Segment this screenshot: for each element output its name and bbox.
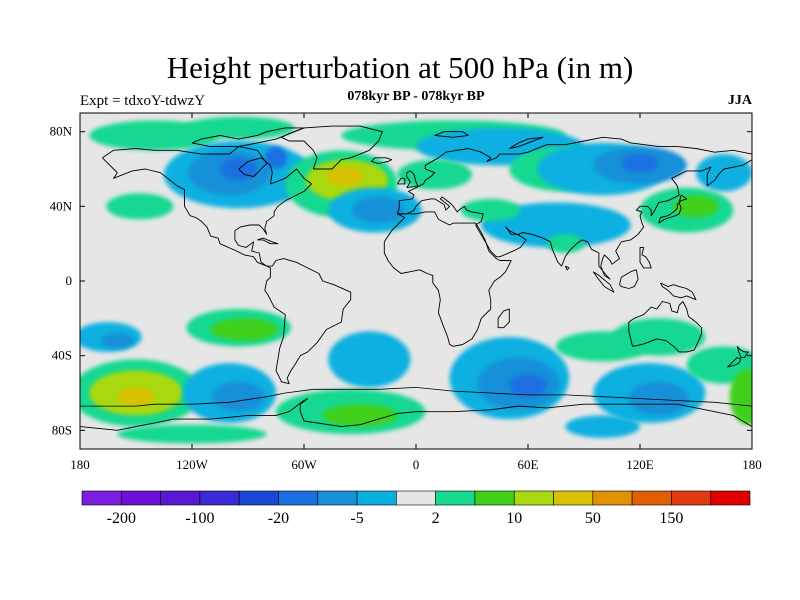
map-plot-area [79,112,753,450]
coastline [102,146,352,385]
colorbar-label: 50 [585,510,601,527]
colorbar-label: -20 [268,510,289,527]
colorbar-box [81,490,122,506]
field-india-green [546,234,584,254]
field-hudson-dark [264,146,288,169]
colorbar-box [513,490,554,506]
field-antarctic-cyan [565,415,641,438]
coastline [434,131,469,138]
coastline [383,211,512,347]
coastline [660,282,697,301]
coastline [658,194,688,224]
lon-tick-label: 180 [70,457,90,472]
coastline [396,177,406,185]
field-europe-blue [352,197,405,224]
season-label: JJA [727,93,752,108]
coastline [191,127,305,148]
colorbar-box [396,490,436,506]
field-s-indian-dark [509,374,547,397]
coastline [619,269,639,289]
lon-tick-label: 180 [742,457,762,472]
field-atlantic-yellow [326,167,364,186]
field-s-atlantic-lime [322,404,398,427]
colorbar-box [631,490,672,506]
sea-ice-edge [80,386,752,407]
lon-tick-label: 60E [518,457,539,472]
lon-tick-label: 120E [626,457,654,472]
field-s-pacific-yellow [117,387,155,407]
field-arctic-green-2 [182,116,295,140]
field-s-atlantic-cyan [328,331,411,388]
coastline [370,157,393,164]
experiment-label: Expt = tdxoY-tdwzY [80,93,206,109]
field-australia-green [612,318,706,356]
lat-tick-label: 80S [52,422,72,437]
field-midasia-green [460,198,521,222]
colorbar-box [671,490,712,506]
field-s-pacific-blue [212,381,265,412]
colorbar-box [553,490,594,506]
field-se-pacific-lime [210,318,278,341]
colorbar-box [199,490,240,506]
colorbar-label: 10 [506,510,522,527]
page-title: Height perturbation at 500 hPa (in m) [166,50,634,85]
lat-tick-label: 0 [66,273,73,288]
field-sc-pacific-blue [100,333,135,349]
coastline [497,308,510,329]
field-southern-lime-e [729,368,752,425]
colorbar-label: 2 [432,510,440,527]
coastline [592,271,615,293]
lon-tick-label: 60W [291,457,317,472]
colorbar-box [160,490,201,506]
height-field-layer [80,116,752,444]
coastline [396,136,752,280]
coastline [639,246,652,269]
lon-tick-label: 0 [413,457,420,472]
colorbar-box [435,490,476,506]
lat-tick-label: 40N [50,198,73,213]
coastline [727,357,742,368]
coastline [281,125,383,170]
colorbar-box [592,490,633,506]
map-axes: 80N 40N 0 40S 80S 180 120W 60W 0 60E 120E 180 [50,113,762,472]
coastline [257,237,279,245]
colorbar: -200 -100 -20 -5 2 10 50 150 [81,490,751,527]
coastline [628,301,703,353]
colorbar-box [317,490,358,506]
period-label: 078kyr BP - 078kyr BP [347,89,485,104]
colorbar-label: -5 [350,510,363,527]
lat-tick-label: 40S [52,348,72,363]
field-asia-dark [621,154,659,173]
colorbar-label: 150 [659,510,683,527]
lon-tick-label: 120W [176,457,209,472]
lat-tick-label: 80N [50,124,73,139]
coastline [80,398,752,431]
colorbar-box [474,490,515,506]
colorbar-box [710,490,751,506]
coastline [509,136,544,149]
field-pacific-cyan-nw [696,154,752,192]
field-pacific-green-n [106,193,174,220]
field-japan-lime [673,195,719,218]
colorbar-label: -100 [185,510,214,527]
coastline-layer [80,125,752,431]
coastline [564,265,570,271]
colorbar-label: -200 [107,510,136,527]
colorbar-box [238,490,279,506]
colorbar-box [278,490,319,506]
field-southern-blue [628,381,689,416]
field-antarctic-green [117,424,267,444]
colorbar-box [120,490,161,506]
coastline [736,345,749,358]
coastline [406,170,419,189]
field-southern-green-e [686,346,752,384]
colorbar-box [356,490,397,506]
